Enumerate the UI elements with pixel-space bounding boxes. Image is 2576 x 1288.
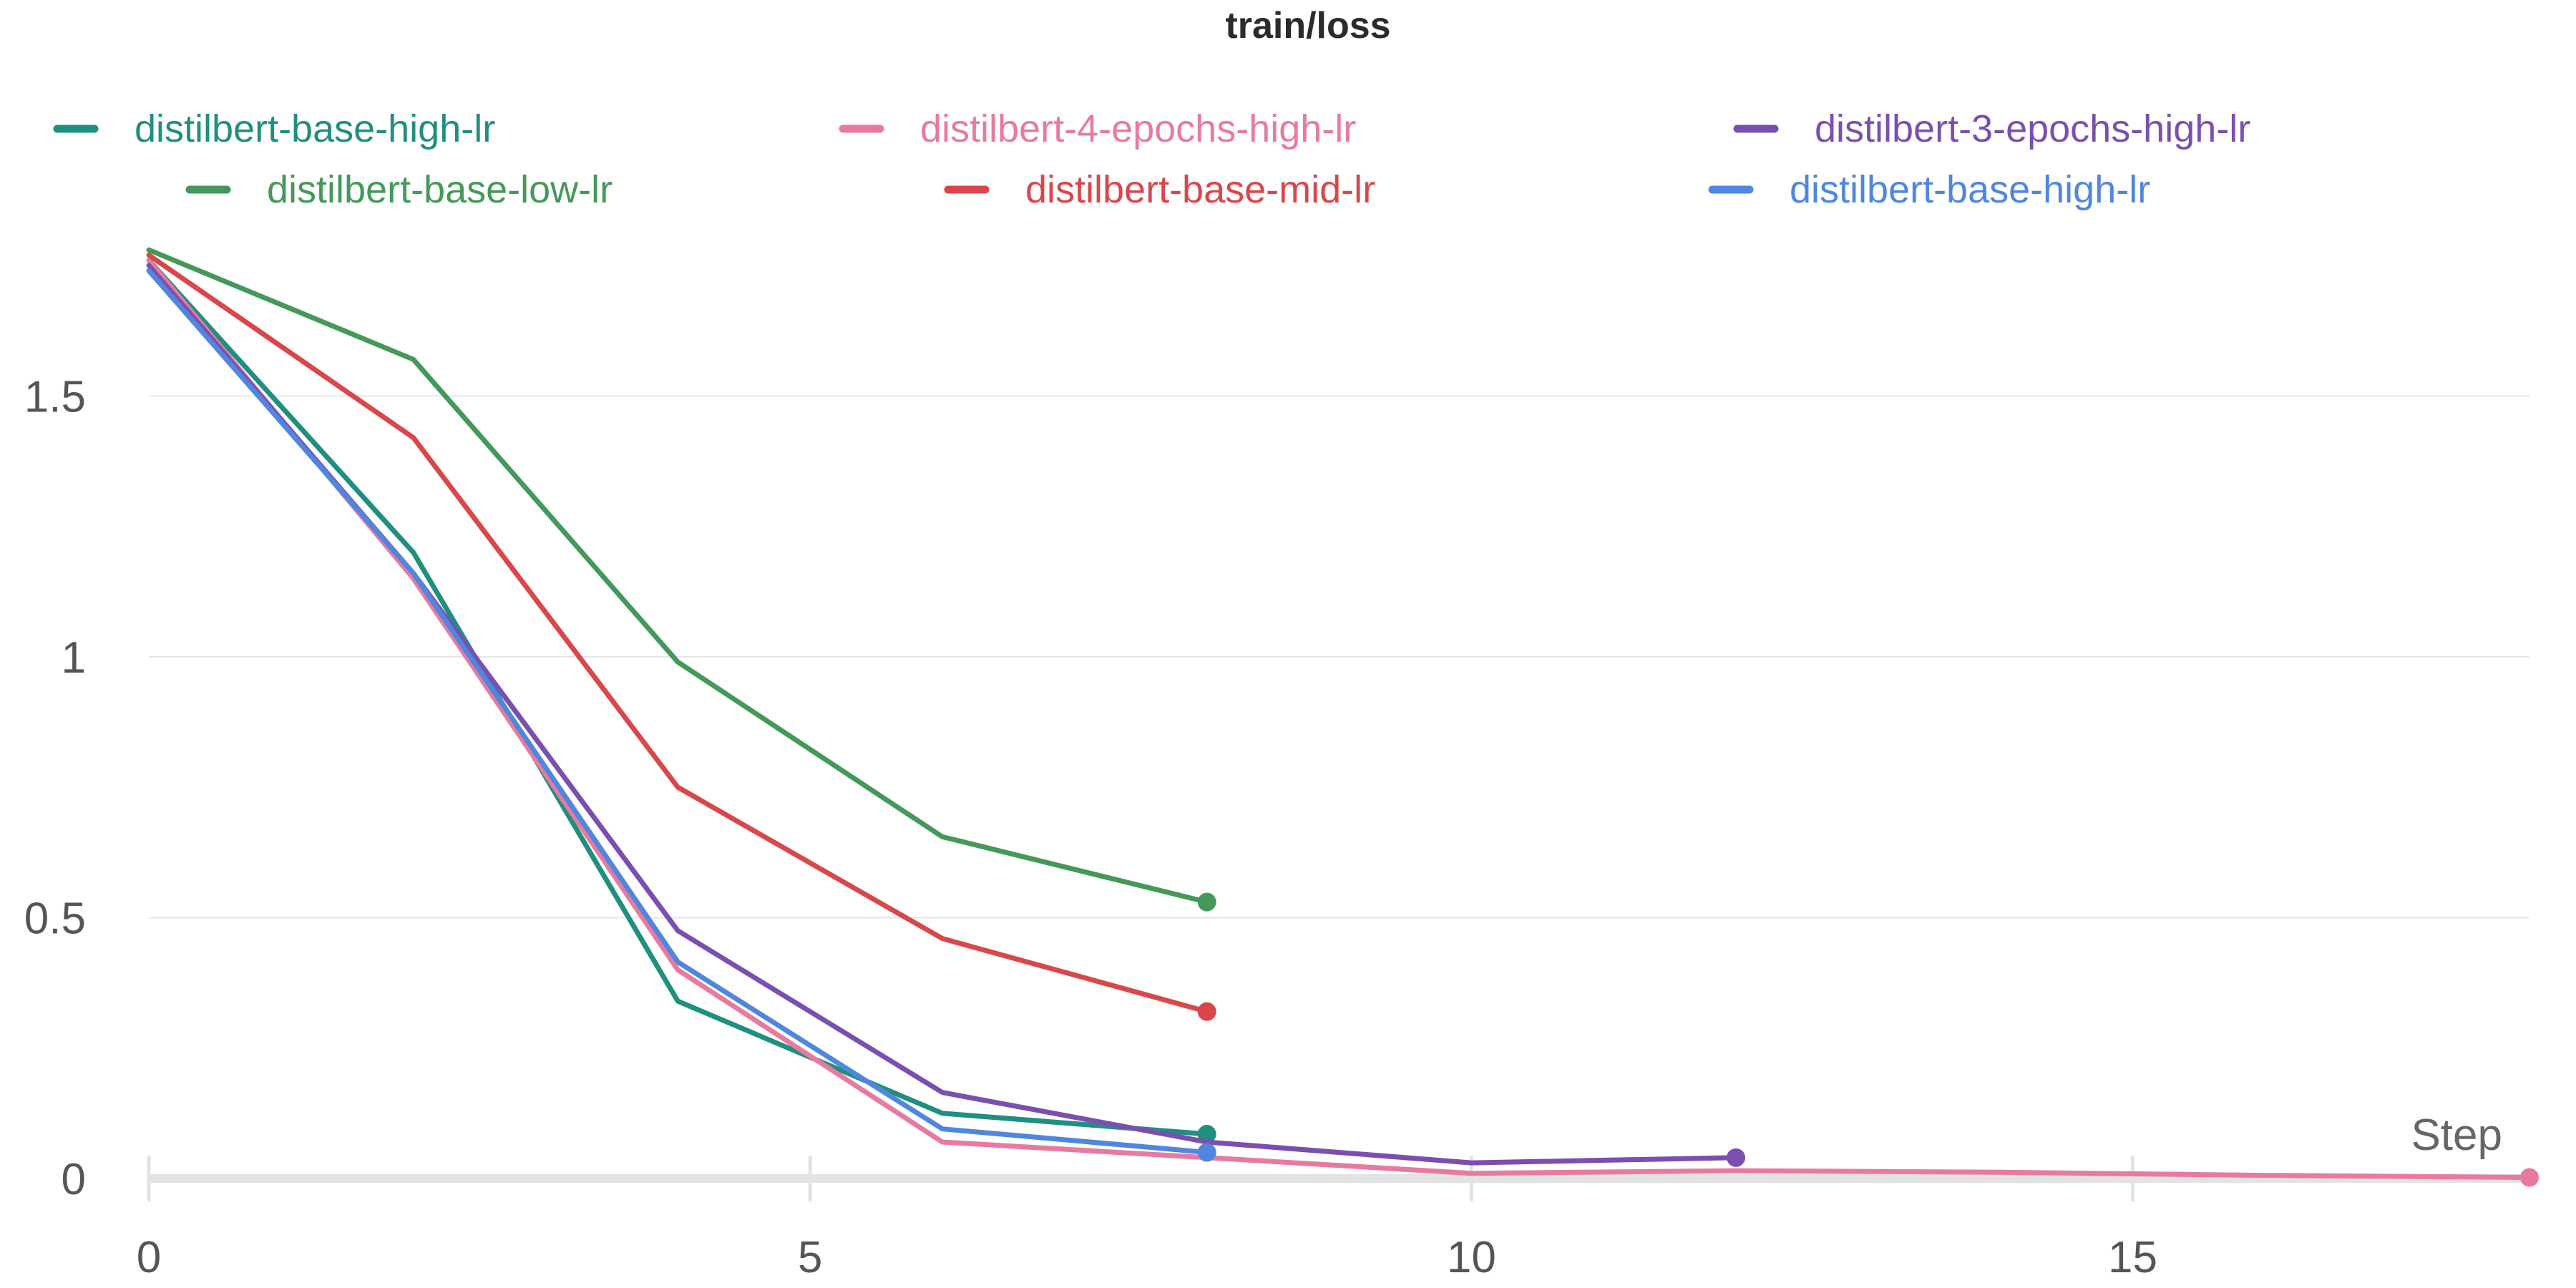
x-tick-label: 5 [798, 1233, 822, 1282]
y-tick-label: 0 [62, 1155, 86, 1204]
legend-label: distilbert-4-epochs-high-lr [920, 107, 1356, 150]
series-line-6 [146, 268, 1210, 1155]
y-tick-label: 1.5 [24, 372, 86, 421]
series-line-1 [146, 258, 1210, 1137]
legend-item: distilbert-3-epochs-high-lr [1733, 107, 2250, 150]
legend-item: distilbert-base-high-lr [53, 107, 495, 150]
legend-label: distilbert-base-low-lr [267, 168, 613, 211]
series-end-point [1197, 892, 1216, 912]
series-end-point [1727, 1148, 1745, 1167]
chart-title: train/loss [1225, 5, 1390, 47]
x-tick-label: 15 [2108, 1233, 2157, 1282]
y-tick-label: 0.5 [24, 894, 86, 943]
legend-item: distilbert-base-low-lr [185, 168, 613, 211]
gridlines [149, 395, 2529, 919]
legend-item: distilbert-base-high-lr [1708, 168, 2150, 211]
series-end-point [1197, 1143, 1216, 1162]
series-end-point [1197, 1002, 1216, 1021]
series-line-3 [146, 263, 1739, 1166]
series-group [146, 247, 2539, 1187]
x-tick-label: 10 [1447, 1233, 1496, 1282]
series-line-2 [146, 258, 2532, 1180]
y-axis: 0 0.5 1 1.5 [24, 372, 86, 1204]
legend: distilbert-base-high-lr distilbert-4-epoc… [53, 107, 2250, 211]
series-end-point [2520, 1168, 2539, 1187]
series-line-5 [146, 253, 1210, 1015]
legend-item: distilbert-base-mid-lr [944, 168, 1375, 211]
legend-label: distilbert-base-high-lr [1790, 168, 2150, 211]
legend-label: distilbert-base-mid-lr [1025, 168, 1375, 211]
y-tick-label: 1 [62, 633, 86, 683]
x-axis: 0 5 10 15 [137, 1156, 2529, 1282]
legend-item: distilbert-4-epochs-high-lr [839, 107, 1356, 150]
plot-area: 0 5 10 15 0 0.5 1 1.5 Step [24, 247, 2539, 1282]
series-line-4 [146, 247, 1210, 905]
legend-label: distilbert-3-epochs-high-lr [1815, 107, 2250, 150]
legend-label: distilbert-base-high-lr [135, 107, 495, 150]
x-axis-label: Step [2411, 1111, 2502, 1160]
x-tick-label: 0 [137, 1233, 161, 1282]
